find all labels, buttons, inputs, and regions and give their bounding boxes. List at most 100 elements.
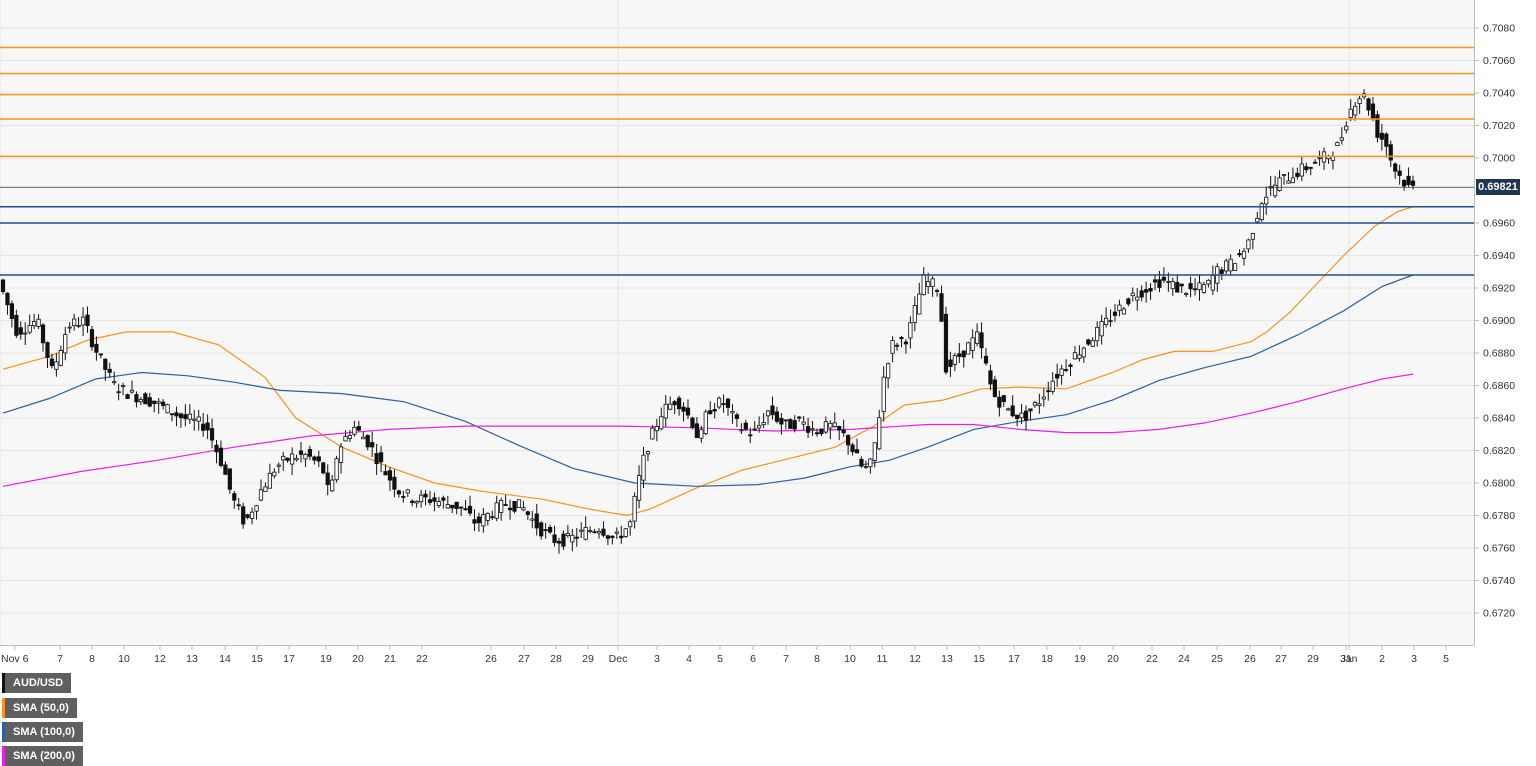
candle-up	[23, 332, 28, 335]
candle-down	[454, 501, 459, 510]
candle-up	[499, 500, 504, 513]
level-lines	[0, 46, 1474, 276]
candle-down	[774, 411, 780, 422]
candle-down	[1313, 161, 1318, 164]
candle-down	[423, 493, 428, 498]
legend-item-sma-50[interactable]: SMA (50,0)	[2, 698, 77, 718]
legend-item-sma-200[interactable]: SMA (200,0)	[2, 746, 83, 766]
candle-down	[957, 353, 962, 357]
candle-up	[1357, 98, 1362, 105]
candle-up	[58, 350, 63, 366]
candle-down	[383, 470, 388, 476]
candle-up	[343, 436, 348, 442]
y-tick-label: 0.6760	[1483, 543, 1515, 555]
candle-up	[338, 446, 344, 463]
candle-up	[636, 475, 642, 501]
candle-up	[645, 451, 651, 455]
candle-down	[378, 452, 384, 463]
candle-up	[565, 533, 570, 537]
candle-up	[1170, 281, 1175, 290]
candle-down	[814, 432, 820, 435]
candle-down	[45, 342, 50, 358]
candle-up	[739, 429, 744, 432]
candle-up	[138, 399, 143, 403]
candle-down	[432, 497, 437, 502]
candle-down	[725, 398, 731, 408]
x-tick-label: 19	[1074, 653, 1086, 665]
candle-down	[1304, 166, 1309, 171]
x-tick-label: 24	[1178, 653, 1190, 665]
x-tick-label: 2	[1379, 653, 1385, 665]
candle-up	[810, 428, 815, 431]
candle-up	[761, 422, 766, 426]
candle-up	[596, 530, 602, 534]
candle-down	[169, 413, 175, 416]
candle-down	[1384, 133, 1389, 147]
candle-down	[387, 470, 393, 481]
candle-down	[307, 449, 313, 457]
candle-down	[788, 419, 793, 429]
candle-down	[298, 450, 304, 455]
candle-up	[530, 518, 535, 521]
x-tick-label: 12	[909, 653, 921, 665]
candle-up	[1264, 196, 1269, 205]
candle-down	[503, 504, 508, 506]
candle-up	[1277, 177, 1282, 191]
candle-down	[401, 496, 406, 498]
candle-down	[961, 350, 966, 358]
candle-up	[1255, 217, 1260, 223]
candle-down	[846, 435, 851, 446]
legend-label: AUD/USD	[13, 677, 64, 689]
candle-down	[899, 337, 904, 340]
candle-up	[36, 318, 41, 327]
candle-up	[1228, 258, 1233, 272]
x-tick-label: 10	[844, 653, 856, 665]
candle-up	[588, 530, 593, 533]
candle-down	[1161, 276, 1167, 281]
candle-up	[445, 504, 450, 509]
candle-down	[178, 413, 184, 419]
legend-swatch-icon	[2, 698, 5, 718]
candle-up	[1095, 326, 1100, 342]
candle-up	[1166, 281, 1171, 283]
candle-up	[1121, 308, 1126, 315]
candle-down	[1179, 283, 1184, 287]
candle-down	[712, 409, 717, 412]
candle-down	[743, 422, 748, 430]
y-tick-label: 0.6800	[1483, 478, 1515, 490]
candle-down	[325, 472, 330, 486]
x-tick-label: 5	[1443, 653, 1449, 665]
legend-label: SMA (50,0)	[13, 702, 69, 714]
candle-down	[103, 358, 108, 370]
candle-down	[490, 516, 495, 519]
legend-label: SMA (100,0)	[13, 726, 75, 738]
candle-up	[1281, 173, 1287, 176]
candle-down	[512, 501, 517, 512]
candle-down	[783, 419, 788, 422]
candle-down	[592, 531, 597, 534]
candle-up	[921, 274, 926, 296]
candle-up	[352, 426, 357, 435]
candle-down	[837, 426, 842, 431]
candle-up	[1339, 137, 1344, 141]
candle-down	[779, 417, 784, 425]
candle-down	[605, 535, 611, 539]
y-tick-label: 0.7040	[1483, 88, 1515, 100]
candle-up	[63, 334, 68, 354]
candle-down	[1046, 390, 1051, 393]
candle-down	[5, 292, 10, 306]
grid	[0, 0, 1474, 645]
candle-down	[552, 534, 557, 543]
candle-up	[272, 471, 277, 477]
candle-up	[868, 458, 873, 468]
candle-up	[1041, 396, 1046, 400]
candle-up	[757, 425, 762, 429]
legend-item-sma-100[interactable]: SMA (100,0)	[2, 722, 83, 742]
x-tick-label: 29	[1307, 653, 1319, 665]
candle-down	[410, 500, 415, 504]
candle-up	[966, 342, 971, 355]
legend-label: SMA (200,0)	[13, 750, 75, 762]
legend-item-audusd[interactable]: AUD/USD	[2, 673, 72, 693]
candle-up	[1117, 304, 1122, 312]
price-chart[interactable]: 0.7080 0.7060 0.7040 0.7020 0.7000 0.6960 0.69…	[0, 0, 1536, 669]
